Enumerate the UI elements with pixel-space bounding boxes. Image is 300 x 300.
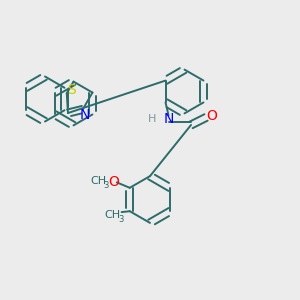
Text: O: O [108,176,119,189]
Text: O: O [206,109,217,123]
Text: CH: CH [105,210,121,220]
Text: N: N [163,112,174,126]
Text: CH: CH [90,176,106,186]
Text: S: S [67,83,76,97]
Text: H: H [148,114,156,124]
Text: N: N [80,108,90,122]
Text: 3: 3 [118,214,123,224]
Text: 3: 3 [103,181,109,190]
